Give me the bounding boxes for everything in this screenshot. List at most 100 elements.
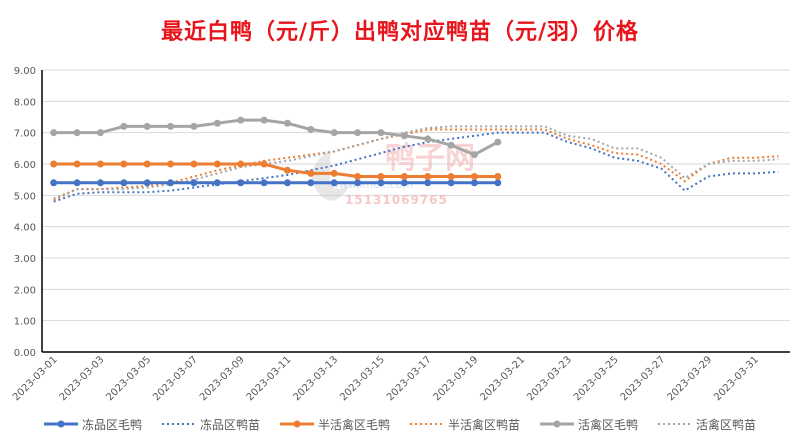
series-line bbox=[53, 118, 499, 157]
y-tick-label: 6.00 bbox=[14, 160, 36, 171]
data-point bbox=[213, 179, 221, 187]
data-point bbox=[307, 179, 315, 187]
legend-label: 活禽区鸭苗 bbox=[696, 418, 757, 432]
data-point bbox=[260, 160, 268, 168]
data-point bbox=[237, 116, 245, 124]
data-point bbox=[377, 129, 385, 137]
data-point bbox=[73, 179, 81, 187]
series-line bbox=[53, 131, 779, 203]
data-point bbox=[470, 151, 478, 159]
y-tick-label: 4.00 bbox=[14, 223, 36, 234]
data-point bbox=[470, 173, 478, 181]
y-tick-label: 8.00 bbox=[14, 97, 36, 108]
data-point bbox=[190, 122, 198, 130]
data-point bbox=[494, 173, 502, 181]
chart-title: 最近白鸭（元/斤）出鸭对应鸭苗（元/羽）价格 bbox=[160, 20, 640, 45]
legend-label: 半活禽区鸭苗 bbox=[448, 418, 521, 432]
x-tick-label: 2023-03-31 bbox=[712, 354, 761, 403]
legend-item: 冻品区鸭苗 bbox=[161, 416, 260, 433]
data-point bbox=[167, 122, 175, 130]
data-point bbox=[424, 135, 432, 143]
x-tick-label: 2023-03-25 bbox=[572, 354, 621, 403]
data-point bbox=[50, 129, 58, 137]
x-tick-label: 2023-03-17 bbox=[385, 354, 434, 403]
series-0 bbox=[50, 179, 502, 187]
data-point bbox=[213, 160, 221, 168]
legend-item: 冻品区毛鸭 bbox=[43, 416, 142, 433]
x-tick-label: 2023-03-03 bbox=[58, 354, 107, 403]
data-point bbox=[120, 160, 128, 168]
series-line bbox=[53, 128, 779, 201]
data-point bbox=[400, 132, 408, 140]
legend-label: 半活禽区毛鸭 bbox=[317, 418, 390, 432]
series-line bbox=[53, 125, 779, 200]
data-point bbox=[96, 160, 104, 168]
watermark-url: www.imc...com bbox=[330, 178, 413, 191]
y-tick-label: 5.00 bbox=[14, 191, 36, 202]
legend-item: 活禽区毛鸭 bbox=[540, 416, 638, 433]
x-tick-label: 2023-03-07 bbox=[151, 354, 200, 403]
data-point bbox=[120, 179, 128, 187]
x-tick-label: 2023-03-15 bbox=[338, 354, 387, 403]
watermark-name: 鸭子网 bbox=[385, 141, 475, 176]
x-tick-label: 2023-03-05 bbox=[104, 354, 153, 403]
data-point bbox=[354, 179, 362, 187]
data-point bbox=[470, 179, 478, 187]
data-point bbox=[307, 126, 315, 134]
series-5 bbox=[53, 125, 779, 200]
data-point bbox=[73, 160, 81, 168]
legend: 冻品区毛鸭 冻品区鸭苗 半活禽区毛鸭 半活禽区鸭苗 活禽区毛鸭 活禽区鸭苗 bbox=[0, 416, 800, 433]
legend-label: 冻品区鸭苗 bbox=[199, 418, 260, 432]
x-tick-label: 2023-03-23 bbox=[525, 354, 574, 403]
data-point bbox=[96, 179, 104, 187]
data-point bbox=[447, 173, 455, 181]
legend-item: 半活禽区毛鸭 bbox=[279, 416, 390, 433]
y-tick-label: 9.00 bbox=[14, 66, 36, 77]
legend-item: 半活禽区鸭苗 bbox=[410, 416, 520, 433]
y-tick-label: 7.00 bbox=[14, 129, 36, 140]
data-point bbox=[330, 169, 338, 177]
x-tick-label: 2023-03-27 bbox=[619, 354, 668, 403]
legend-swatch-icon bbox=[43, 418, 78, 432]
data-point bbox=[354, 129, 362, 137]
series-2 bbox=[50, 160, 502, 181]
data-point bbox=[283, 179, 291, 187]
legend-label: 冻品区毛鸭 bbox=[81, 418, 142, 432]
y-tick-label: 2.00 bbox=[14, 285, 36, 296]
data-point bbox=[190, 160, 198, 168]
data-point bbox=[307, 169, 315, 177]
data-point bbox=[143, 122, 151, 130]
data-point bbox=[190, 179, 198, 187]
y-tick-label: 3.00 bbox=[14, 254, 36, 265]
series-3 bbox=[53, 128, 779, 201]
data-point bbox=[377, 179, 385, 187]
data-point bbox=[494, 179, 502, 187]
series-4 bbox=[50, 116, 502, 159]
data-point bbox=[424, 173, 432, 181]
data-point bbox=[167, 160, 175, 168]
data-point bbox=[447, 141, 455, 149]
data-point bbox=[400, 173, 408, 181]
series-1 bbox=[53, 131, 779, 203]
data-point bbox=[377, 173, 385, 181]
watermark-logo-icon bbox=[312, 150, 350, 201]
x-tick-label: 2023-03-09 bbox=[198, 354, 247, 403]
y-tick-label: 0.00 bbox=[14, 348, 36, 359]
data-point bbox=[96, 129, 104, 137]
data-point bbox=[237, 179, 245, 187]
data-point bbox=[50, 179, 58, 187]
data-point bbox=[354, 173, 362, 181]
legend-swatch-icon bbox=[658, 418, 693, 432]
legend-swatch-icon bbox=[540, 418, 575, 432]
data-point bbox=[143, 160, 151, 168]
data-point bbox=[73, 129, 81, 137]
data-point bbox=[494, 138, 502, 146]
data-point bbox=[400, 179, 408, 187]
data-point bbox=[120, 122, 128, 130]
data-point bbox=[260, 179, 268, 187]
legend-swatch-icon bbox=[279, 418, 314, 432]
data-point bbox=[424, 179, 432, 187]
data-point bbox=[167, 179, 175, 187]
data-point bbox=[50, 160, 58, 168]
